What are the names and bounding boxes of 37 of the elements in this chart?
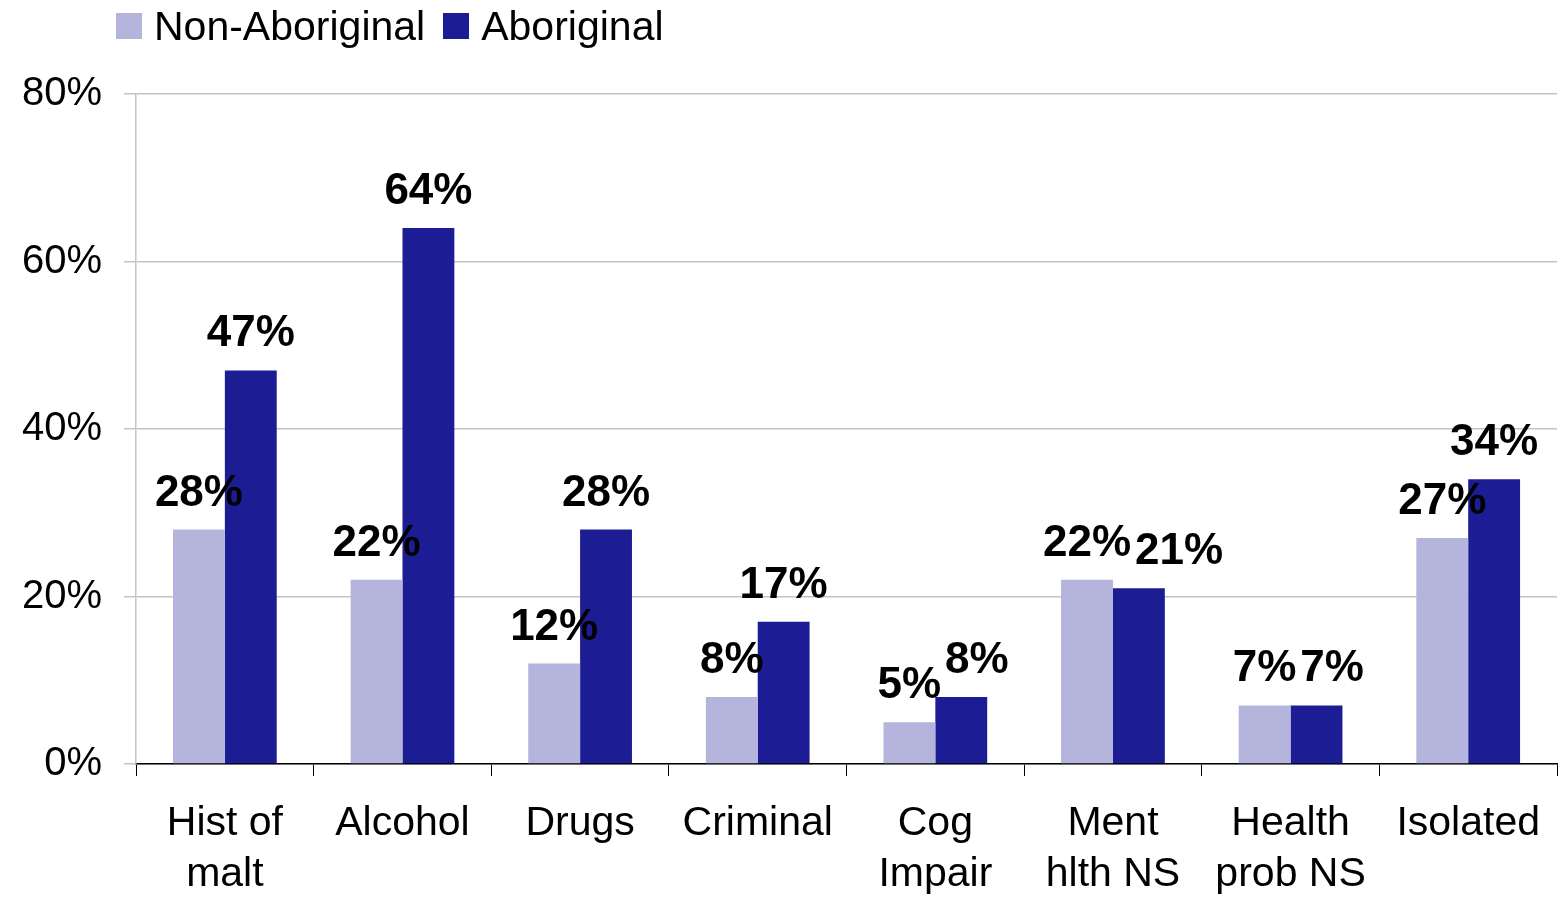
bar <box>935 697 988 764</box>
y-tick-label: 80% <box>22 69 103 114</box>
x-tick-label: Hist of malt <box>166 797 284 896</box>
y-tick-label: 40% <box>22 404 103 449</box>
x-tick-label: Cog Impair <box>878 797 993 896</box>
data-label: 8% <box>945 633 1009 682</box>
x-tick-label: Isolated <box>1396 797 1540 844</box>
legend-label: Non-Aboriginal <box>154 2 426 51</box>
data-label: 7% <box>1232 641 1297 691</box>
y-tick-label: 20% <box>22 571 103 616</box>
bar <box>1290 705 1343 764</box>
bar <box>173 529 225 764</box>
data-label: 17% <box>739 557 828 607</box>
bar <box>528 663 581 764</box>
x-tick-label: Health prob NS <box>1215 797 1366 896</box>
y-tick-label: 60% <box>22 236 103 281</box>
bar <box>705 697 758 764</box>
data-label: 64% <box>384 164 473 213</box>
legend-label: Aboriginal <box>481 2 664 51</box>
data-label: 7% <box>1300 641 1364 691</box>
x-tick-label: Drugs <box>525 797 635 844</box>
bar <box>1061 579 1113 764</box>
x-tick-label: Alcohol <box>335 797 470 844</box>
x-tick-label: Criminal <box>682 797 833 844</box>
bar <box>883 722 936 764</box>
x-tick-label: Ment hlth NS <box>1045 797 1181 896</box>
data-label: 5% <box>877 658 942 708</box>
bar <box>350 579 403 764</box>
data-label: 22% <box>1042 515 1132 565</box>
y-tick-label: 0% <box>44 739 103 784</box>
bar <box>1238 705 1291 764</box>
data-label: 21% <box>1134 524 1223 574</box>
data-label: 47% <box>206 306 295 356</box>
data-label: 34% <box>1450 415 1539 465</box>
bar <box>1416 537 1469 764</box>
data-label: 28% <box>562 465 651 515</box>
bar <box>1112 588 1165 764</box>
